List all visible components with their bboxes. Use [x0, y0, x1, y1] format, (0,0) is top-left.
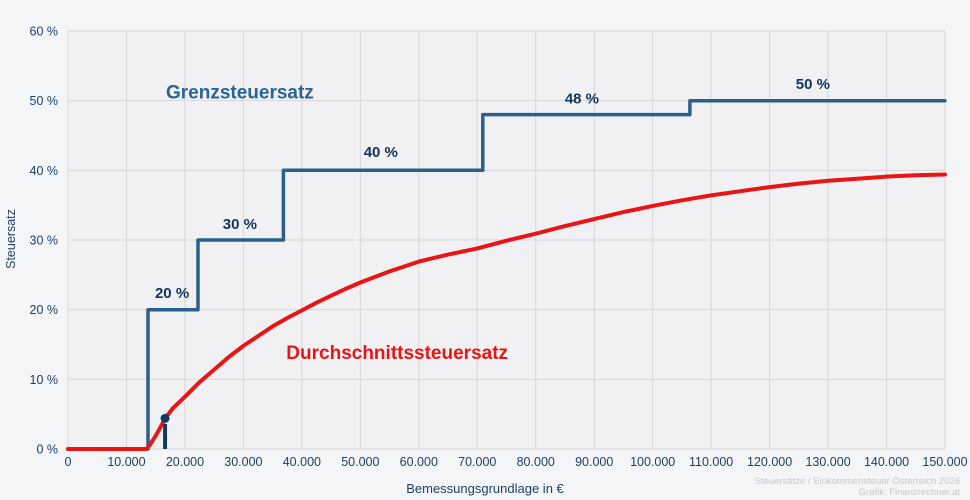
x-tick-label: 130.000: [805, 455, 850, 469]
x-tick-label: 40.000: [283, 455, 321, 469]
y-tick-label: 50 %: [30, 94, 59, 108]
x-tick-label: 150.000: [922, 455, 967, 469]
attribution: Steuersätze / Einkommensteuer Österreich…: [754, 476, 960, 498]
rate-label: 48 %: [565, 90, 599, 107]
x-tick-label: 90.000: [575, 455, 613, 469]
x-axis-title: Bemessungsgrundlage in €: [406, 481, 564, 496]
x-tick-label: 80.000: [517, 455, 555, 469]
rate-label: 40 %: [364, 144, 398, 161]
x-tick-label: 60.000: [400, 455, 438, 469]
rate-label: 20 %: [155, 285, 189, 302]
x-tick-label: 30.000: [224, 455, 262, 469]
attribution-source-line: Steuersätze / Einkommensteuer Österreich…: [754, 476, 960, 487]
marker-dot: [160, 413, 170, 423]
y-axis-title: Steuersatz: [4, 209, 18, 269]
attribution-credit-line: Grafik: Finanzrechner.at: [858, 486, 960, 498]
x-tick-label: 50.000: [341, 455, 379, 469]
series-label-durchschnittssteuersatz: Durchschnittssteuersatz: [286, 343, 508, 364]
y-tick-label: 60 %: [30, 25, 59, 39]
x-tick-label: 10.000: [107, 455, 145, 469]
x-tick-label: 140.000: [864, 455, 909, 469]
y-tick-label: 20 %: [30, 303, 59, 317]
x-tick-label: 70.000: [458, 455, 496, 469]
x-tick-label: 20.000: [166, 455, 204, 469]
y-tick-label: 30 %: [30, 234, 59, 248]
rate-label: 30 %: [223, 216, 257, 233]
x-tick-label: 120.000: [747, 455, 792, 469]
y-tick-label: 0 %: [36, 443, 58, 457]
y-tick-label: 10 %: [30, 373, 59, 387]
series-line-grenzsteuersatz: [66, 98, 947, 451]
x-tick-label: 110.000: [689, 455, 733, 469]
x-tick-label: 0: [65, 455, 72, 469]
y-tick-label: 40 %: [30, 164, 59, 178]
rate-label: 50 %: [796, 76, 830, 93]
x-tick-label: 100.000: [630, 455, 675, 469]
series-line-durchschnittssteuersatz: [66, 172, 947, 451]
series-label-grenzsteuersatz: Grenzsteuersatz: [166, 83, 314, 104]
